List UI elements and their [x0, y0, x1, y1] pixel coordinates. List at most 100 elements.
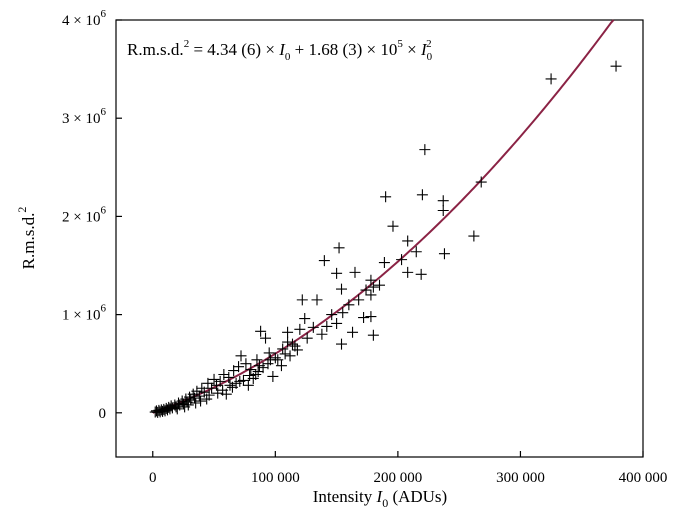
- data-point: [318, 255, 330, 267]
- data-point: [224, 379, 236, 391]
- y-tick-labels: 0 1 × 106 2 × 106 3 × 106 4 × 106: [62, 8, 106, 422]
- data-point: [251, 354, 263, 366]
- data-point: [367, 329, 379, 341]
- data-point: [263, 347, 275, 359]
- data-point: [182, 399, 194, 411]
- y-tick-label-2: 2 × 106: [62, 204, 106, 225]
- data-point: [282, 336, 294, 348]
- y-tick-label-3: 3 × 106: [62, 106, 106, 127]
- y-tick-label-4: 4 × 106: [62, 8, 106, 29]
- data-point: [240, 358, 252, 370]
- data-point: [437, 195, 449, 207]
- data-point: [244, 369, 256, 381]
- data-point: [396, 254, 408, 266]
- data-point: [365, 289, 377, 301]
- data-point: [336, 283, 348, 295]
- data-point: [419, 144, 431, 156]
- data-point: [301, 332, 313, 344]
- x-tick-label-2: 200 000: [374, 470, 423, 486]
- data-point: [353, 294, 365, 306]
- data-point: [360, 284, 372, 296]
- data-point: [286, 338, 298, 350]
- data-point: [402, 235, 414, 247]
- data-point: [307, 321, 319, 333]
- data-point: [365, 311, 377, 323]
- x-tick-label-0: 0: [149, 470, 157, 486]
- data-point: [208, 373, 220, 385]
- data-point: [269, 352, 281, 364]
- data-point: [201, 393, 213, 405]
- fit-curve: [152, 19, 615, 414]
- data-point: [415, 268, 427, 280]
- data-point: [195, 395, 207, 407]
- data-point: [321, 320, 333, 332]
- data-point: [228, 365, 240, 377]
- data-point: [294, 323, 306, 335]
- data-point: [193, 390, 205, 402]
- data-point: [416, 189, 428, 201]
- data-point: [291, 344, 303, 356]
- data-point: [343, 299, 355, 311]
- plot-frame: [115, 19, 644, 458]
- data-point: [337, 307, 349, 319]
- data-point: [316, 328, 328, 340]
- data-point: [331, 267, 343, 279]
- data-point: [275, 360, 287, 372]
- data-point: [468, 230, 480, 242]
- data-point: [235, 350, 247, 362]
- data-point: [210, 379, 222, 391]
- data-point: [378, 257, 390, 269]
- data-point: [234, 375, 246, 387]
- data-point: [223, 371, 235, 383]
- data-point: [358, 312, 370, 324]
- data-point: [380, 191, 392, 203]
- data-point: [202, 377, 214, 389]
- data-point: [410, 246, 422, 258]
- data-point: [253, 360, 265, 372]
- data-point: [217, 384, 229, 396]
- x-tick-labels: 0 100 000 200 000 300 000 400 000: [149, 470, 667, 486]
- data-point: [333, 242, 345, 254]
- data-point: [331, 317, 343, 329]
- y-axis-title: R.m.s.d.2: [15, 207, 38, 270]
- data-point: [245, 364, 257, 376]
- data-point: [277, 343, 289, 355]
- data-point: [438, 248, 450, 260]
- data-point: [260, 332, 272, 344]
- data-point: [218, 369, 230, 381]
- data-point: [299, 313, 311, 325]
- data-point: [282, 326, 294, 338]
- data-point: [610, 60, 622, 72]
- data-point: [264, 354, 276, 366]
- data-point: [242, 379, 254, 391]
- data-point: [284, 350, 296, 362]
- x-tick-label-1: 100 000: [251, 470, 300, 486]
- data-point: [190, 397, 202, 409]
- data-point: [296, 294, 308, 306]
- data-point: [374, 279, 385, 291]
- data-point: [336, 338, 348, 350]
- data-point: [402, 266, 414, 278]
- x-axis-title: Intensity I0 (ADUs): [313, 487, 447, 510]
- y-tick-label-0: 0: [99, 406, 107, 422]
- fit-equation: R.m.s.d.2 = 4.34 (6) × I0 + 1.68 (3) × 1…: [127, 38, 433, 63]
- data-point: [311, 294, 323, 306]
- data-point: [326, 309, 338, 321]
- data-point: [347, 326, 359, 338]
- x-tick-label-4: 400 000: [619, 470, 668, 486]
- data-point: [196, 382, 208, 394]
- data-point: [475, 176, 487, 188]
- data-point: [267, 370, 279, 382]
- data-point: [149, 406, 161, 418]
- y-tick-label-1: 1 × 106: [62, 303, 106, 324]
- axis-ticks: [116, 19, 644, 457]
- data-points: [149, 60, 622, 418]
- data-point: [545, 73, 557, 85]
- x-tick-label-3: 300 000: [496, 470, 545, 486]
- data-point: [437, 205, 449, 217]
- data-point: [365, 274, 377, 286]
- data-point: [367, 281, 379, 293]
- data-point: [212, 387, 224, 399]
- data-point: [387, 220, 399, 232]
